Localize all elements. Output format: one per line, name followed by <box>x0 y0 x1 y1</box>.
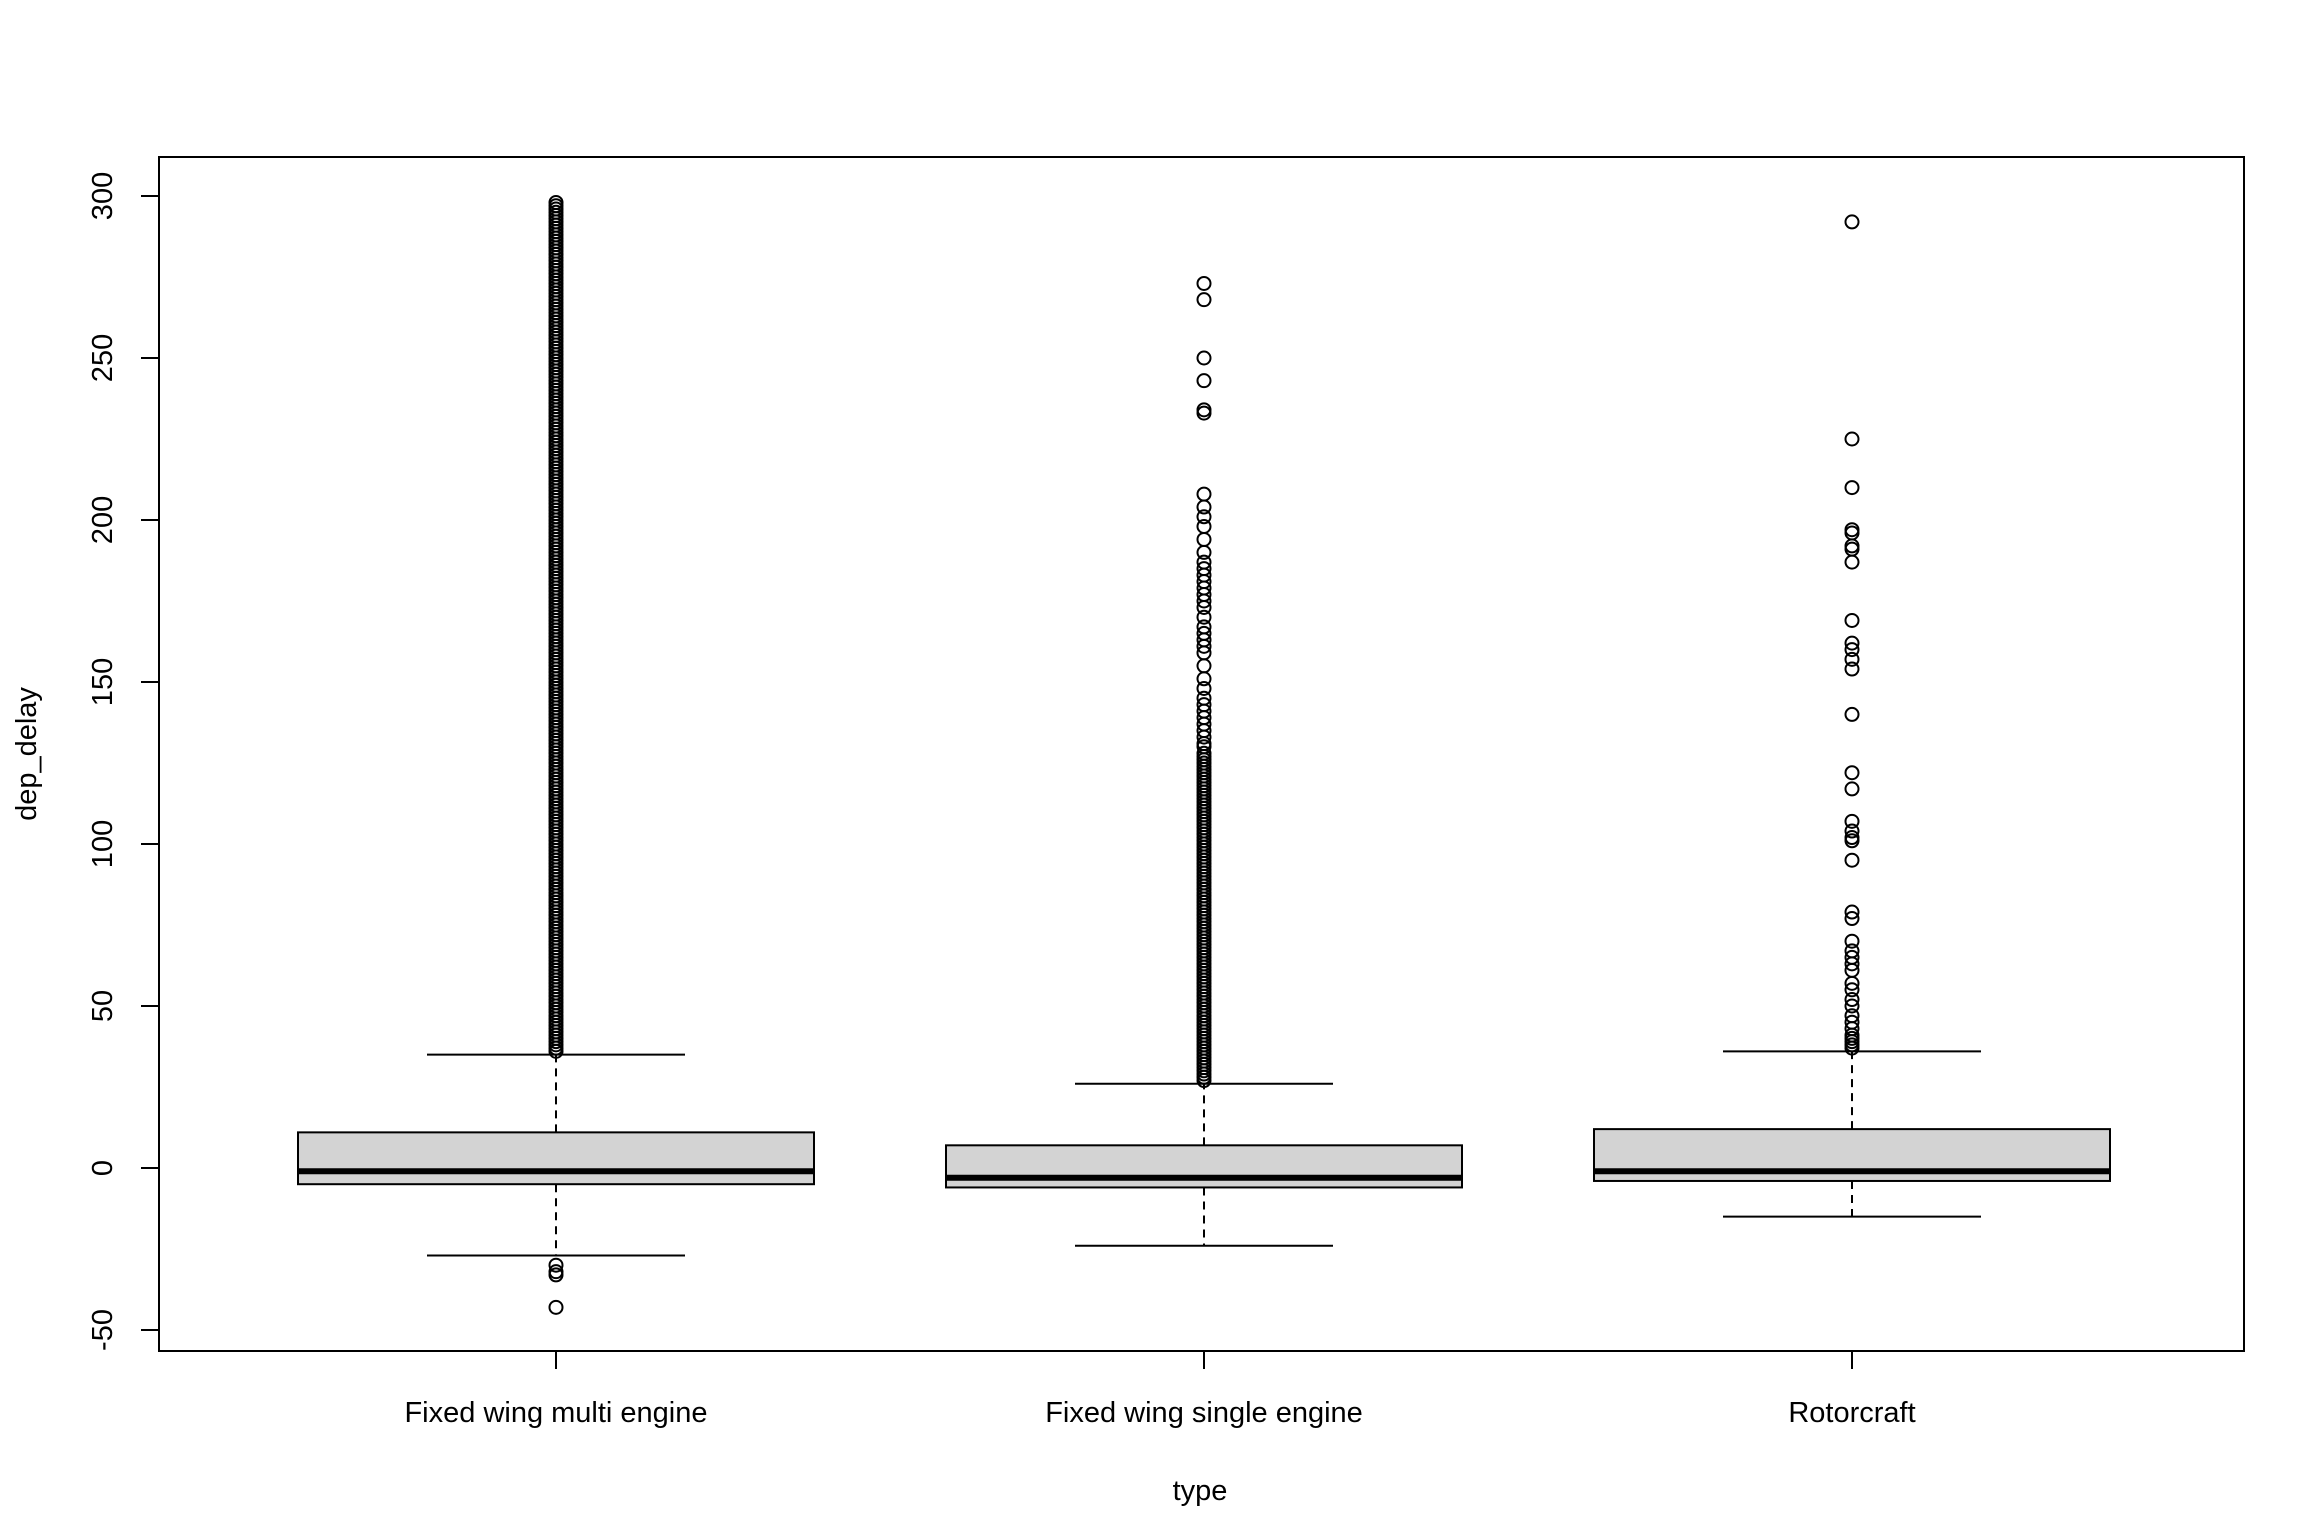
outlier-point <box>548 1267 564 1283</box>
outlier-point <box>1196 697 1212 713</box>
outlier-point <box>1844 982 1860 998</box>
outlier-point <box>1196 518 1212 534</box>
x-tick-label: Fixed wing single engine <box>1045 1397 1363 1429</box>
outlier-point <box>1844 651 1860 667</box>
y-tick-label: 0 <box>87 1160 119 1176</box>
outlier-point <box>1196 292 1212 308</box>
box <box>945 1144 1463 1189</box>
outlier-point <box>1196 486 1212 502</box>
outlier-point <box>1196 554 1212 570</box>
box-group <box>297 194 815 1315</box>
y-tick-label: 150 <box>87 658 119 706</box>
outlier-point <box>1196 690 1212 706</box>
x-tick-label: Fixed wing multi engine <box>404 1397 707 1429</box>
outlier-point <box>1196 561 1212 577</box>
y-tick-label: 100 <box>87 820 119 868</box>
outlier-point <box>1844 554 1860 570</box>
outlier-point <box>1196 509 1212 525</box>
outlier-point <box>1844 522 1860 538</box>
y-tick-label: 250 <box>87 334 119 382</box>
y-tick-label: 50 <box>87 990 119 1022</box>
outlier-point <box>1844 214 1860 230</box>
box <box>297 1131 815 1186</box>
outlier-point <box>1844 992 1860 1008</box>
outlier-point <box>1196 531 1212 547</box>
outlier-point <box>1196 499 1212 515</box>
outlier-point <box>1196 544 1212 560</box>
x-axis: Fixed wing multi engine Fixed wing single… <box>404 1351 1916 1429</box>
outlier-point <box>1844 852 1860 868</box>
outlier-point <box>1844 661 1860 677</box>
outlier-point <box>1844 933 1860 949</box>
outlier-point <box>1844 911 1860 927</box>
outlier-point <box>1196 625 1212 641</box>
outlier-point <box>1844 431 1860 447</box>
outlier-point <box>1196 619 1212 635</box>
y-tick-label: -50 <box>87 1309 119 1351</box>
outlier-point <box>1196 680 1212 696</box>
outlier-point <box>1196 350 1212 366</box>
y-tick-label: 200 <box>87 496 119 544</box>
outlier-point <box>1844 642 1860 658</box>
box-group <box>945 275 1463 1247</box>
y-axis: -50 0 50 100 150 200 250 300 <box>87 172 160 1351</box>
outlier-point <box>548 1299 564 1315</box>
outlier-point <box>1844 706 1860 722</box>
outlier-point <box>1844 1008 1860 1024</box>
outlier-point <box>1844 1014 1860 1030</box>
outlier-point <box>1196 671 1212 687</box>
box-group <box>1593 214 2111 1218</box>
outlier-point <box>1196 658 1212 674</box>
outlier-point <box>1844 823 1860 839</box>
outlier-point <box>1844 949 1860 965</box>
outlier-point <box>1844 943 1860 959</box>
outlier-point <box>1196 402 1212 418</box>
outlier-point <box>1844 813 1860 829</box>
x-tick-label: Rotorcraft <box>1788 1397 1915 1429</box>
outlier-point <box>1844 781 1860 797</box>
outlier-point <box>1844 635 1860 651</box>
outlier-point <box>1196 745 1212 761</box>
outlier-point <box>1844 612 1860 628</box>
outlier-point <box>1844 830 1860 846</box>
y-tick-label: 300 <box>87 172 119 220</box>
outlier-point <box>1844 904 1860 920</box>
outlier-point <box>1844 480 1860 496</box>
outlier-point <box>548 194 564 210</box>
outlier-point <box>1844 998 1860 1014</box>
y-axis-label: dep_delay <box>11 687 43 821</box>
outlier-point <box>1844 765 1860 781</box>
x-axis-label: type <box>1173 1475 1228 1507</box>
outlier-point <box>1196 373 1212 389</box>
outlier-point <box>548 1257 564 1273</box>
outlier-point <box>1196 275 1212 291</box>
boxes <box>297 194 2111 1315</box>
outlier-point <box>1196 609 1212 625</box>
